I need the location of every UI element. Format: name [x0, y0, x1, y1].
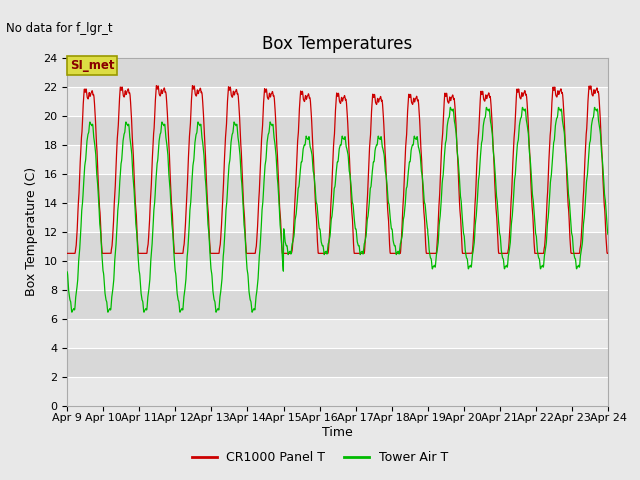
Bar [67, 86, 608, 116]
Legend: CR1000 Panel T, Tower Air T: CR1000 Panel T, Tower Air T [186, 446, 454, 469]
Bar [67, 203, 608, 232]
Bar [67, 319, 608, 348]
Text: No data for f_lgr_t: No data for f_lgr_t [6, 22, 113, 35]
Bar [67, 261, 608, 289]
Bar [67, 377, 608, 406]
Y-axis label: Box Temperature (C): Box Temperature (C) [25, 167, 38, 296]
X-axis label: Time: Time [322, 426, 353, 439]
Bar [67, 144, 608, 174]
Text: SI_met: SI_met [70, 60, 115, 72]
Title: Box Temperatures: Box Temperatures [262, 35, 413, 53]
